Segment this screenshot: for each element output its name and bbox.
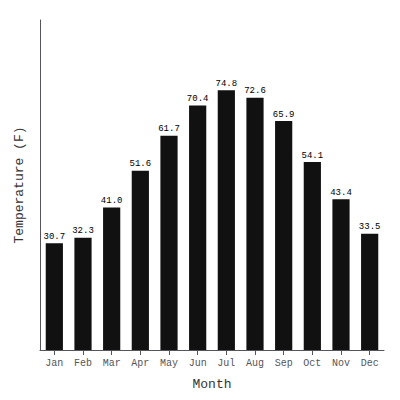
svg-text:30.7: 30.7: [44, 232, 66, 242]
svg-text:72.6: 72.6: [244, 86, 266, 96]
svg-text:Nov: Nov: [332, 358, 350, 369]
svg-text:Oct: Oct: [303, 358, 321, 369]
svg-text:41.0: 41.0: [101, 196, 123, 206]
svg-text:51.6: 51.6: [130, 159, 152, 169]
svg-text:61.7: 61.7: [158, 124, 180, 134]
svg-text:74.8: 74.8: [216, 79, 238, 89]
svg-text:Jul: Jul: [217, 358, 235, 369]
svg-text:54.1: 54.1: [302, 151, 324, 161]
svg-text:Dec: Dec: [361, 358, 379, 369]
svg-text:Feb: Feb: [74, 358, 92, 369]
svg-text:43.4: 43.4: [330, 188, 352, 198]
svg-text:Month: Month: [192, 377, 231, 392]
svg-text:70.4: 70.4: [187, 94, 209, 104]
svg-text:Sep: Sep: [275, 358, 293, 369]
svg-text:32.3: 32.3: [72, 226, 94, 236]
svg-text:May: May: [160, 358, 178, 369]
svg-text:Temperature (F): Temperature (F): [12, 126, 27, 243]
svg-text:Jan: Jan: [45, 358, 63, 369]
svg-text:Aug: Aug: [246, 358, 264, 369]
svg-text:65.9: 65.9: [273, 110, 295, 120]
svg-text:33.5: 33.5: [359, 222, 381, 232]
svg-text:Mar: Mar: [103, 358, 121, 369]
svg-text:Apr: Apr: [131, 358, 149, 369]
svg-text:Jun: Jun: [189, 358, 207, 369]
